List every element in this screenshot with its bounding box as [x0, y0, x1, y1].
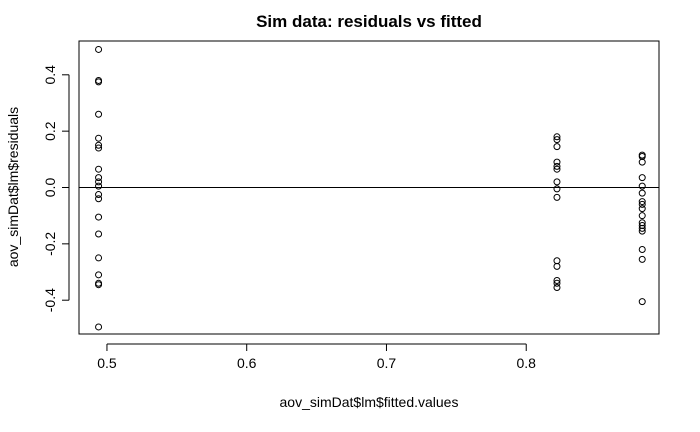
- x-tick-label: 0.8: [516, 355, 536, 371]
- data-point: [638, 182, 646, 190]
- y-tick-label: -0.2: [42, 232, 58, 256]
- data-point: [553, 276, 561, 284]
- data-point: [95, 182, 103, 190]
- y-tick-label: 0.2: [42, 121, 58, 141]
- data-point: [638, 189, 646, 197]
- data-point: [638, 205, 646, 213]
- data-point: [95, 281, 103, 289]
- data-point: [95, 254, 103, 262]
- data-point: [95, 195, 103, 203]
- data-point: [638, 174, 646, 182]
- data-point: [638, 255, 646, 263]
- data-point: [638, 227, 646, 235]
- data-point: [553, 178, 561, 186]
- data-point: [553, 279, 561, 287]
- data-point: [95, 134, 103, 142]
- data-point: [553, 185, 561, 193]
- data-point: [638, 200, 646, 208]
- data-point: [638, 212, 646, 220]
- data-point: [553, 165, 561, 173]
- x-tick-label: 0.7: [377, 355, 397, 371]
- data-point: [553, 284, 561, 292]
- data-point: [95, 165, 103, 173]
- data-point: [95, 141, 103, 149]
- data-point: [638, 198, 646, 206]
- data-point: [95, 271, 103, 279]
- data-point: [638, 224, 646, 232]
- data-point: [95, 230, 103, 238]
- data-point: [553, 133, 561, 141]
- data-point: [95, 144, 103, 152]
- data-point: [95, 45, 103, 53]
- x-axis-label: aov_simDat$lm$fitted.values: [280, 394, 459, 410]
- y-axis-label: aov_simDat$lm$residuals: [5, 107, 21, 267]
- data-point: [95, 191, 103, 199]
- data-point: [553, 193, 561, 201]
- x-tick-label: 0.6: [237, 355, 257, 371]
- y-tick-label: 0.4: [42, 65, 58, 85]
- data-point: [95, 323, 103, 331]
- data-point: [95, 174, 103, 182]
- data-point: [638, 298, 646, 306]
- data-point: [553, 158, 561, 166]
- data-point: [638, 158, 646, 166]
- data-point: [553, 257, 561, 265]
- x-tick-label: 0.5: [97, 355, 117, 371]
- y-tick-label: -0.4: [42, 288, 58, 312]
- data-point: [553, 162, 561, 170]
- data-point: [553, 136, 561, 144]
- data-point: [553, 262, 561, 270]
- data-point: [553, 143, 561, 151]
- data-point: [95, 213, 103, 221]
- chart-title: Sim data: residuals vs fitted: [256, 12, 482, 31]
- x-axis: 0.5 0.6 0.7 0.8: [97, 343, 536, 371]
- data-point: [95, 178, 103, 186]
- y-axis: -0.4 -0.2 0.0 0.2 0.4: [42, 65, 70, 312]
- data-point: [638, 245, 646, 253]
- y-tick-label: 0.0: [42, 178, 58, 198]
- data-points: [95, 45, 646, 331]
- data-point: [95, 110, 103, 118]
- data-point: [95, 78, 103, 86]
